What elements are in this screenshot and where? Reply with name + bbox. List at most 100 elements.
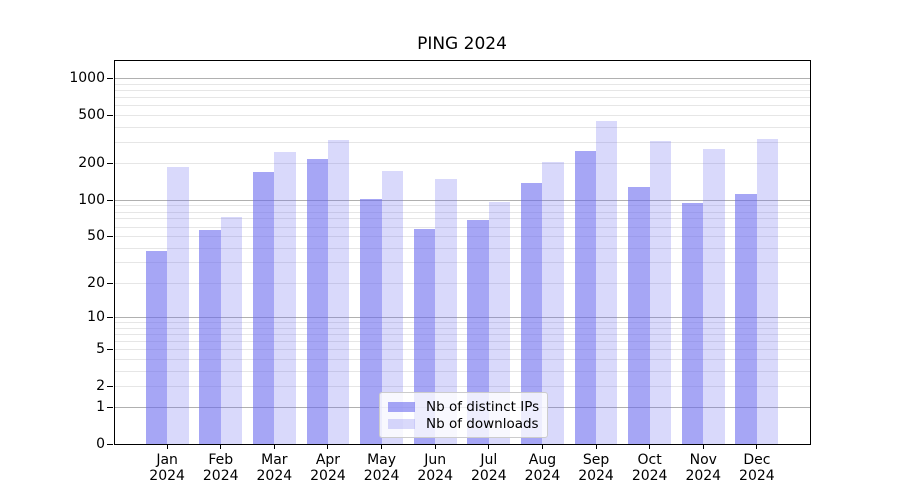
y-tick-label-500: 500 bbox=[78, 107, 105, 124]
x-tick-label-feb: Feb 2024 bbox=[176, 452, 266, 485]
gridline-minor-30 bbox=[113, 262, 811, 264]
x-tick-year: 2024 bbox=[470, 468, 507, 484]
axis-spine-top bbox=[113, 60, 811, 61]
legend-label-downloads: Nb of downloads bbox=[426, 415, 539, 432]
x-tick-label-aug: Aug 2024 bbox=[497, 452, 587, 485]
x-tick-year: 2024 bbox=[149, 468, 185, 484]
bar-downloads-nov bbox=[703, 149, 725, 445]
x-tick-year: 2024 bbox=[202, 468, 239, 484]
gridline-minor-9 bbox=[113, 322, 811, 324]
legend-row-ips: Nb of distinct IPs bbox=[388, 398, 539, 415]
y-tick-label-10: 10 bbox=[87, 309, 105, 326]
y-tick-mark-5 bbox=[107, 349, 113, 351]
bar-downloads-dec bbox=[756, 138, 779, 445]
y-tick-label-200: 200 bbox=[78, 155, 105, 172]
gridline-minor-5 bbox=[113, 349, 811, 351]
y-tick-mark-1000 bbox=[107, 78, 113, 80]
gridline-minor-6 bbox=[113, 341, 811, 343]
y-tick-mark-20 bbox=[107, 282, 113, 284]
chart-title: PING 2024 bbox=[417, 34, 507, 54]
y-tick-label-20: 20 bbox=[87, 274, 105, 291]
x-tick-mark-jan bbox=[166, 444, 168, 449]
x-tick-year: 2024 bbox=[417, 468, 453, 484]
x-tick-label-mar: Mar 2024 bbox=[229, 452, 319, 485]
bar-ips-sep bbox=[574, 151, 597, 445]
legend: Nb of distinct IPs Nb of downloads bbox=[379, 392, 549, 438]
gridline-major-100 bbox=[113, 199, 811, 201]
gridline-minor-8 bbox=[113, 327, 811, 329]
gridline-minor-70 bbox=[113, 218, 811, 220]
x-tick-month: Oct bbox=[637, 451, 662, 468]
x-tick-month: Nov bbox=[689, 451, 717, 468]
bar-ips-jun bbox=[413, 228, 436, 445]
x-tick-year: 2024 bbox=[310, 468, 346, 484]
y-tick-label-1000: 1000 bbox=[69, 70, 105, 87]
y-tick-mark-10 bbox=[107, 317, 113, 319]
x-tick-month: Mar bbox=[261, 451, 288, 468]
x-tick-label-jan: Jan 2024 bbox=[122, 452, 212, 485]
x-tick-year: 2024 bbox=[578, 468, 614, 484]
gridline-minor-500 bbox=[113, 115, 811, 117]
plot-area bbox=[113, 60, 811, 445]
x-tick-label-oct: Oct 2024 bbox=[605, 452, 695, 485]
gridline-minor-4 bbox=[113, 358, 811, 360]
gridline-minor-400 bbox=[113, 126, 811, 128]
bar-downloads-feb bbox=[220, 216, 243, 445]
bar-ips-jul bbox=[467, 220, 489, 445]
bar-downloads-oct bbox=[649, 141, 672, 445]
y-tick-label-50: 50 bbox=[87, 227, 105, 244]
bar-downloads-apr bbox=[327, 140, 350, 445]
y-tick-mark-500 bbox=[107, 115, 113, 117]
y-tick-mark-50 bbox=[107, 235, 113, 237]
gridline-minor-20 bbox=[113, 282, 811, 284]
bar-downloads-aug bbox=[542, 162, 564, 445]
x-tick-month: Jan bbox=[156, 451, 178, 468]
x-tick-year: 2024 bbox=[363, 468, 400, 484]
bar-downloads-may bbox=[381, 170, 403, 445]
gridline-minor-7 bbox=[113, 333, 811, 335]
x-tick-month: Apr bbox=[315, 451, 341, 468]
axis-spine-left bbox=[113, 60, 115, 445]
x-tick-month: May bbox=[367, 451, 397, 468]
bar-downloads-jun bbox=[435, 179, 457, 445]
gridline-minor-200 bbox=[113, 163, 811, 165]
gridline-minor-600 bbox=[113, 105, 811, 107]
axis-spine-right bbox=[809, 60, 811, 445]
x-tick-month: Dec bbox=[743, 451, 771, 468]
x-tick-mark-dec bbox=[756, 444, 758, 449]
legend-row-downloads: Nb of downloads bbox=[388, 415, 539, 432]
x-tick-year: 2024 bbox=[524, 468, 561, 484]
y-tick-mark-1 bbox=[107, 407, 113, 409]
axis-spine-bottom bbox=[113, 443, 811, 445]
y-tick-label-2: 2 bbox=[96, 377, 105, 394]
x-tick-month: Aug bbox=[528, 451, 557, 468]
x-tick-year: 2024 bbox=[739, 468, 775, 484]
gridline-minor-3 bbox=[113, 370, 811, 372]
legend-swatch-downloads bbox=[388, 418, 415, 429]
x-tick-label-dec: Dec 2024 bbox=[712, 452, 802, 485]
y-tick-mark-200 bbox=[107, 163, 113, 165]
gridline-minor-700 bbox=[113, 97, 811, 99]
bar-ips-oct bbox=[628, 186, 650, 445]
gridline-major-10 bbox=[113, 317, 811, 319]
bar-downloads-mar bbox=[274, 151, 296, 445]
x-tick-year: 2024 bbox=[685, 468, 722, 484]
gridline-minor-80 bbox=[113, 211, 811, 213]
bar-ips-apr bbox=[306, 158, 328, 445]
x-tick-year: 2024 bbox=[631, 468, 668, 484]
x-tick-mark-sep bbox=[595, 444, 597, 449]
x-tick-mark-oct bbox=[649, 444, 651, 449]
x-tick-month: Sep bbox=[582, 451, 610, 468]
x-tick-mark-may bbox=[381, 444, 383, 449]
x-tick-mark-jun bbox=[434, 444, 436, 449]
y-tick-label-1: 1 bbox=[96, 399, 105, 416]
x-tick-year: 2024 bbox=[256, 468, 293, 484]
y-tick-mark-100 bbox=[107, 199, 113, 201]
bar-ips-dec bbox=[735, 193, 757, 445]
bar-ips-nov bbox=[681, 203, 704, 445]
bar-downloads-jul bbox=[488, 201, 511, 445]
gridline-minor-40 bbox=[113, 247, 811, 249]
gridline-minor-300 bbox=[113, 142, 811, 144]
bar-downloads-jan bbox=[167, 166, 189, 445]
